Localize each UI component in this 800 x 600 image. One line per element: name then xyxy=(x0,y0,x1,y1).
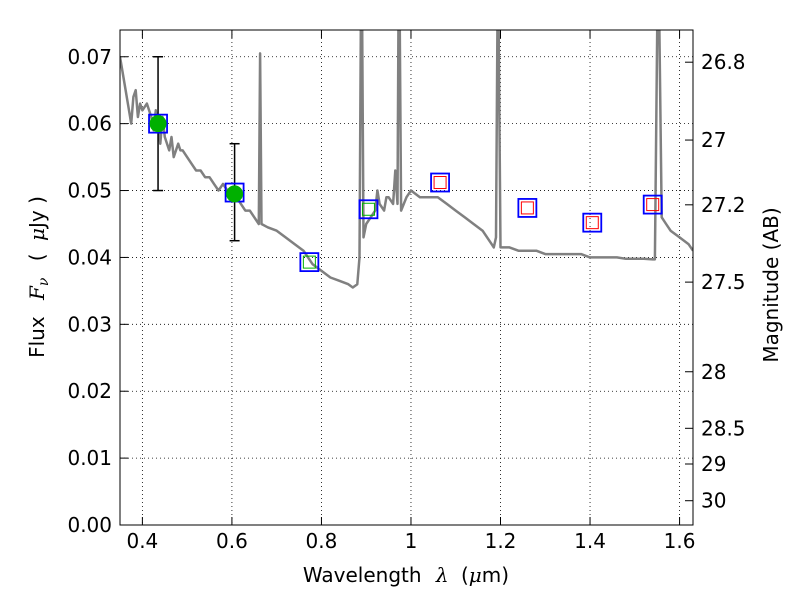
y-axis-label-symbol: F xyxy=(25,285,49,301)
y-axis-label-unit-open: ( xyxy=(25,253,49,261)
x-axis-label-unit-open: ( xyxy=(461,563,469,587)
y-axis-label-unit-rest: Jy ) xyxy=(25,196,49,230)
y-axis-label-subscript: ν xyxy=(36,277,52,286)
x-axis-label-unit-rest: m) xyxy=(482,563,509,587)
observed-flux-marker xyxy=(361,202,375,216)
axis-ticks: 0.4 0.6 0.8 1 1.2 1.4 1.6 0.00 0.01 0.02 0.03 0.04 0… xyxy=(67,30,746,553)
x-tick-label: 1.4 xyxy=(574,529,606,553)
model-flux-marker xyxy=(358,199,379,220)
magnitude-tick-label: 27 xyxy=(701,128,726,152)
sed-model-line xyxy=(120,30,693,289)
model-flux-marker xyxy=(517,198,538,218)
model-flux-marker xyxy=(582,212,603,233)
x-tick-label: 1 xyxy=(405,529,418,553)
sed-model-spectrum xyxy=(120,30,693,289)
x-tick-label: 1.6 xyxy=(664,529,696,553)
magnitude-tick-label: 27.5 xyxy=(701,270,746,294)
magnitude-tick-label: 26.8 xyxy=(701,50,746,74)
upper-limit-marker xyxy=(646,198,660,212)
detection-point xyxy=(149,115,167,133)
x-tick-label: 1.2 xyxy=(485,529,517,553)
x-tick-label: 0.6 xyxy=(216,529,248,553)
upper-limit-marker xyxy=(520,201,534,215)
upper-limit-marker xyxy=(585,216,599,230)
y-tick-label: 0.05 xyxy=(67,179,112,203)
magnitude-tick-label: 28 xyxy=(701,360,726,384)
y-axis-label-unit-mu: μ xyxy=(25,228,49,241)
magnitude-tick-label: 29 xyxy=(701,452,726,476)
y-tick-label: 0.01 xyxy=(67,446,112,470)
y-axis-label-text: Flux xyxy=(25,316,49,358)
x-axis-label: Wavelength λ (μm) xyxy=(303,563,509,587)
y-tick-label: 0.02 xyxy=(67,379,112,403)
model-flux-marker xyxy=(299,252,320,273)
y-tick-label: 0.04 xyxy=(67,245,112,269)
magnitude-axis-label: Magnitude (AB) xyxy=(759,207,783,362)
magnitude-tick-label: 28.5 xyxy=(701,416,746,440)
model-flux-marker xyxy=(148,113,168,134)
observed-flux-marker xyxy=(302,255,316,269)
plot-frame xyxy=(119,29,694,526)
x-axis-label-symbol: λ xyxy=(435,563,449,587)
y-tick-label: 0.06 xyxy=(67,112,112,136)
model-flux-marker xyxy=(642,194,663,215)
upper-limit-marker xyxy=(433,176,447,190)
y-tick-label: 0.00 xyxy=(67,513,112,537)
x-tick-label: 0.4 xyxy=(126,529,158,553)
magnitude-tick-label: 30 xyxy=(701,489,726,513)
x-axis-label-text: Wavelength xyxy=(303,563,422,587)
y-tick-label: 0.07 xyxy=(67,45,112,69)
photometry-markers xyxy=(148,56,663,273)
x-axis-label-unit-mu: μ xyxy=(469,563,482,587)
detection-point xyxy=(226,185,244,203)
model-flux-marker xyxy=(430,172,450,193)
x-tick-label: 0.8 xyxy=(306,529,338,553)
grid-lines xyxy=(120,30,693,525)
magnitude-tick-label: 27.2 xyxy=(701,193,746,217)
y-tick-label: 0.03 xyxy=(67,312,112,336)
y-axis-label: Flux Fν ( μJy ) xyxy=(25,196,53,358)
